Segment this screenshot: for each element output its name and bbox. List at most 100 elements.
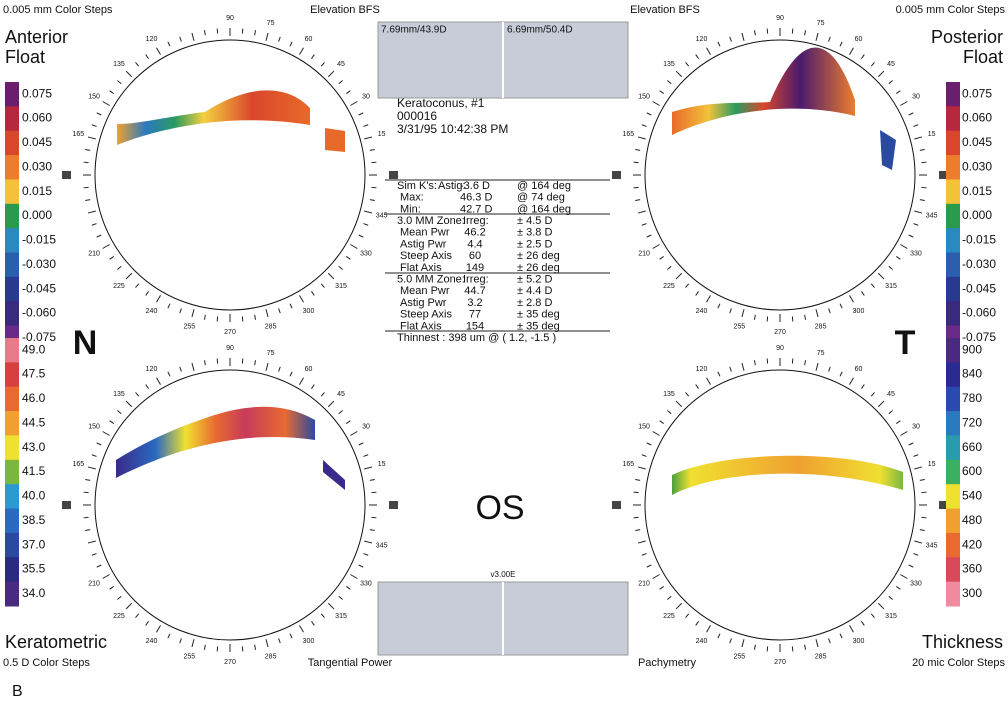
scale-swatch [5, 557, 19, 583]
map-caption: Elevation BFS [630, 4, 700, 16]
angle-label: 315 [885, 283, 897, 290]
angle-tick [741, 32, 745, 41]
angle-tick [179, 638, 182, 644]
scale-swatch [946, 532, 960, 558]
angle-tick [753, 644, 756, 650]
corner-note: 0.005 mm Color Steps [3, 4, 113, 16]
angle-label: 315 [335, 283, 347, 290]
angle-tick [706, 377, 711, 385]
scale-swatch [946, 82, 960, 107]
scale-label: 43.0 [22, 440, 46, 454]
angle-label: 210 [638, 250, 650, 257]
angle-label: 300 [303, 638, 315, 645]
angle-tick [877, 400, 885, 408]
scale-swatch [946, 252, 960, 278]
row-heading: Thinnest : 398 um @ ( 1.2, -1.5 ) [397, 332, 556, 344]
angle-tick [299, 377, 304, 385]
angle-tick [203, 314, 206, 320]
angle-tick [96, 564, 102, 568]
angle-tick [346, 90, 351, 94]
scale-label: -0.045 [22, 281, 56, 295]
angle-label: 255 [734, 653, 746, 660]
scale-swatch [5, 228, 19, 254]
angle-tick [804, 314, 807, 320]
row-label: Astig Pwr [400, 297, 447, 309]
exam-date: 3/31/95 10:42:38 PM [397, 122, 508, 136]
angle-label: 75 [817, 20, 825, 27]
angle-tick [888, 265, 893, 270]
angle-tick [135, 283, 140, 288]
row-label: Astig: [438, 180, 466, 192]
row-range: ± 2.8 D [517, 297, 552, 309]
angle-tick [254, 314, 257, 320]
scale-label: 900 [962, 342, 982, 356]
scale-swatch [5, 106, 19, 132]
scale-swatch [946, 338, 960, 363]
scale-label: 0.060 [962, 111, 992, 125]
angle-tick [203, 30, 206, 36]
axis-box [389, 501, 398, 509]
angle-tick [102, 574, 110, 579]
angle-tick [265, 362, 269, 371]
scale-label: 0.045 [22, 135, 52, 149]
angle-label: 270 [774, 329, 786, 336]
angle-tick [167, 633, 171, 639]
angle-tick [741, 639, 745, 648]
row-label: Mean Pwr [400, 285, 450, 297]
row-value: 149 [466, 262, 484, 274]
angle-tick [254, 644, 257, 650]
scale-swatch [5, 130, 19, 156]
angle-tick [675, 602, 683, 610]
scale-swatch [946, 581, 960, 607]
angle-tick [815, 362, 819, 371]
eye-label: OS [475, 489, 524, 527]
angle-tick [804, 360, 807, 366]
angle-tick [877, 602, 885, 610]
angle-tick [729, 36, 732, 42]
angle-tick [635, 529, 641, 532]
scale-swatch [5, 459, 19, 485]
angle-tick [203, 360, 206, 366]
scale-label: 840 [962, 367, 982, 381]
angle-tick [637, 136, 646, 140]
row-range: ± 26 deg [517, 262, 560, 274]
angle-tick [675, 272, 683, 280]
row-label: Flat Axis [400, 262, 442, 274]
angle-tick [109, 90, 114, 94]
angle-tick [870, 62, 875, 67]
angle-tick [675, 400, 683, 408]
angle-tick [289, 633, 293, 639]
angle-tick [659, 420, 664, 424]
angle-label: 285 [265, 653, 277, 660]
angle-tick [706, 47, 711, 55]
angle-tick [877, 272, 885, 280]
angle-tick [265, 639, 269, 648]
angle-label: 330 [360, 580, 372, 587]
scale-swatch [946, 386, 960, 412]
angle-label: 75 [267, 350, 275, 357]
angle-tick [839, 633, 843, 639]
angle-label: 210 [638, 580, 650, 587]
angle-label: 165 [623, 131, 635, 138]
angle-tick [350, 431, 358, 436]
angle-tick [646, 234, 652, 238]
angle-tick [254, 360, 257, 366]
angle-tick [828, 638, 831, 644]
angle-tick [637, 466, 646, 470]
map-circle [644, 369, 916, 641]
angle-tick [85, 199, 91, 202]
angle-tick [695, 621, 699, 626]
angle-tick [179, 366, 182, 372]
scale-swatch [5, 362, 19, 388]
row-value: 42.7 D [460, 203, 492, 215]
angle-label: 165 [623, 461, 635, 468]
angle-tick [91, 124, 97, 127]
angle-tick [91, 223, 97, 226]
scale-swatch [5, 301, 19, 327]
angle-tick [913, 454, 919, 457]
angle-tick [265, 32, 269, 41]
version: v3.00E [491, 570, 516, 579]
angle-tick [117, 595, 122, 600]
angle-tick [646, 442, 652, 446]
